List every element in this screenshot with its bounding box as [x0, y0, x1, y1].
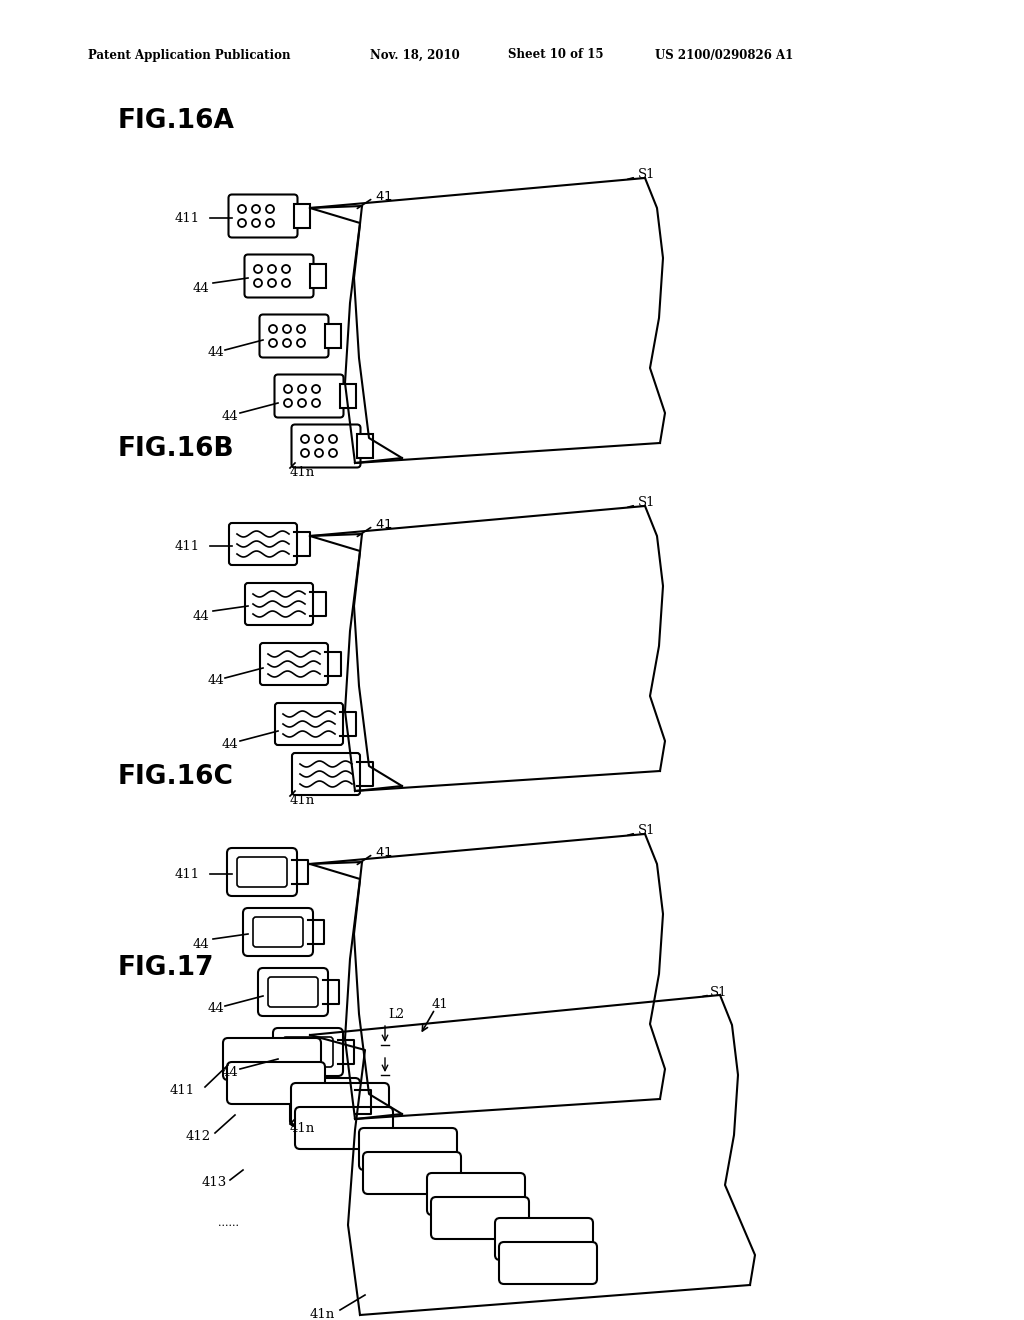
Text: S1: S1: [638, 169, 655, 181]
Text: 44: 44: [208, 1002, 224, 1015]
FancyBboxPatch shape: [223, 1038, 321, 1080]
Text: 411: 411: [175, 211, 200, 224]
Text: FIG.17: FIG.17: [118, 954, 214, 981]
Text: $\mathsf{41}$: $\mathsf{41}$: [375, 846, 392, 858]
FancyBboxPatch shape: [273, 1028, 343, 1076]
Text: 41n: 41n: [290, 795, 315, 808]
Text: Sheet 10 of 15: Sheet 10 of 15: [508, 49, 603, 62]
Text: Patent Application Publication: Patent Application Publication: [88, 49, 291, 62]
FancyBboxPatch shape: [292, 425, 360, 467]
Text: 44: 44: [208, 675, 224, 688]
Text: 412: 412: [186, 1130, 211, 1143]
FancyBboxPatch shape: [283, 1038, 333, 1067]
FancyBboxPatch shape: [227, 847, 297, 896]
FancyBboxPatch shape: [274, 375, 343, 417]
FancyBboxPatch shape: [253, 917, 303, 946]
FancyBboxPatch shape: [229, 523, 297, 565]
FancyBboxPatch shape: [310, 264, 326, 288]
Text: 44: 44: [208, 346, 224, 359]
FancyBboxPatch shape: [291, 1082, 389, 1125]
FancyBboxPatch shape: [431, 1197, 529, 1239]
FancyBboxPatch shape: [275, 704, 343, 744]
FancyBboxPatch shape: [258, 968, 328, 1016]
FancyBboxPatch shape: [228, 194, 298, 238]
FancyBboxPatch shape: [260, 643, 328, 685]
FancyBboxPatch shape: [357, 434, 373, 458]
Text: L2: L2: [388, 1008, 404, 1022]
Text: Nov. 18, 2010: Nov. 18, 2010: [370, 49, 460, 62]
FancyBboxPatch shape: [427, 1173, 525, 1214]
Text: 41n: 41n: [290, 466, 315, 479]
Text: ......: ......: [218, 1218, 239, 1228]
FancyBboxPatch shape: [499, 1242, 597, 1284]
FancyBboxPatch shape: [295, 1107, 393, 1148]
Text: 44: 44: [193, 610, 210, 623]
FancyBboxPatch shape: [495, 1218, 593, 1261]
FancyBboxPatch shape: [245, 255, 313, 297]
Text: $\mathsf{41}$: $\mathsf{41}$: [375, 190, 392, 202]
FancyBboxPatch shape: [325, 323, 341, 348]
Text: 44: 44: [222, 409, 239, 422]
FancyBboxPatch shape: [237, 857, 287, 887]
FancyBboxPatch shape: [227, 1063, 325, 1104]
FancyBboxPatch shape: [292, 752, 360, 795]
Text: 411: 411: [175, 867, 200, 880]
FancyBboxPatch shape: [259, 314, 329, 358]
FancyBboxPatch shape: [359, 1129, 457, 1170]
Text: 41: 41: [432, 998, 449, 1011]
Text: 41n: 41n: [310, 1308, 335, 1320]
FancyBboxPatch shape: [340, 384, 356, 408]
Text: S1: S1: [710, 986, 727, 999]
FancyBboxPatch shape: [290, 1078, 360, 1126]
Text: FIG.16A: FIG.16A: [118, 108, 234, 135]
Text: 411: 411: [170, 1084, 196, 1097]
FancyBboxPatch shape: [245, 583, 313, 624]
Text: $\mathsf{41}$: $\mathsf{41}$: [375, 517, 392, 531]
Text: 44: 44: [222, 1065, 239, 1078]
FancyBboxPatch shape: [300, 1086, 350, 1117]
Text: FIG.16C: FIG.16C: [118, 764, 233, 789]
Text: US 2100/0290826 A1: US 2100/0290826 A1: [655, 49, 794, 62]
Text: 41n: 41n: [290, 1122, 315, 1135]
Text: S1: S1: [638, 496, 655, 510]
FancyBboxPatch shape: [268, 977, 318, 1007]
FancyBboxPatch shape: [294, 205, 310, 228]
FancyBboxPatch shape: [243, 908, 313, 956]
Text: FIG.16B: FIG.16B: [118, 436, 234, 462]
FancyBboxPatch shape: [362, 1152, 461, 1195]
Text: 44: 44: [222, 738, 239, 751]
Text: 411: 411: [175, 540, 200, 553]
Text: S1: S1: [638, 825, 655, 837]
Text: 44: 44: [193, 937, 210, 950]
Text: 44: 44: [193, 281, 210, 294]
Text: 413: 413: [202, 1176, 227, 1189]
